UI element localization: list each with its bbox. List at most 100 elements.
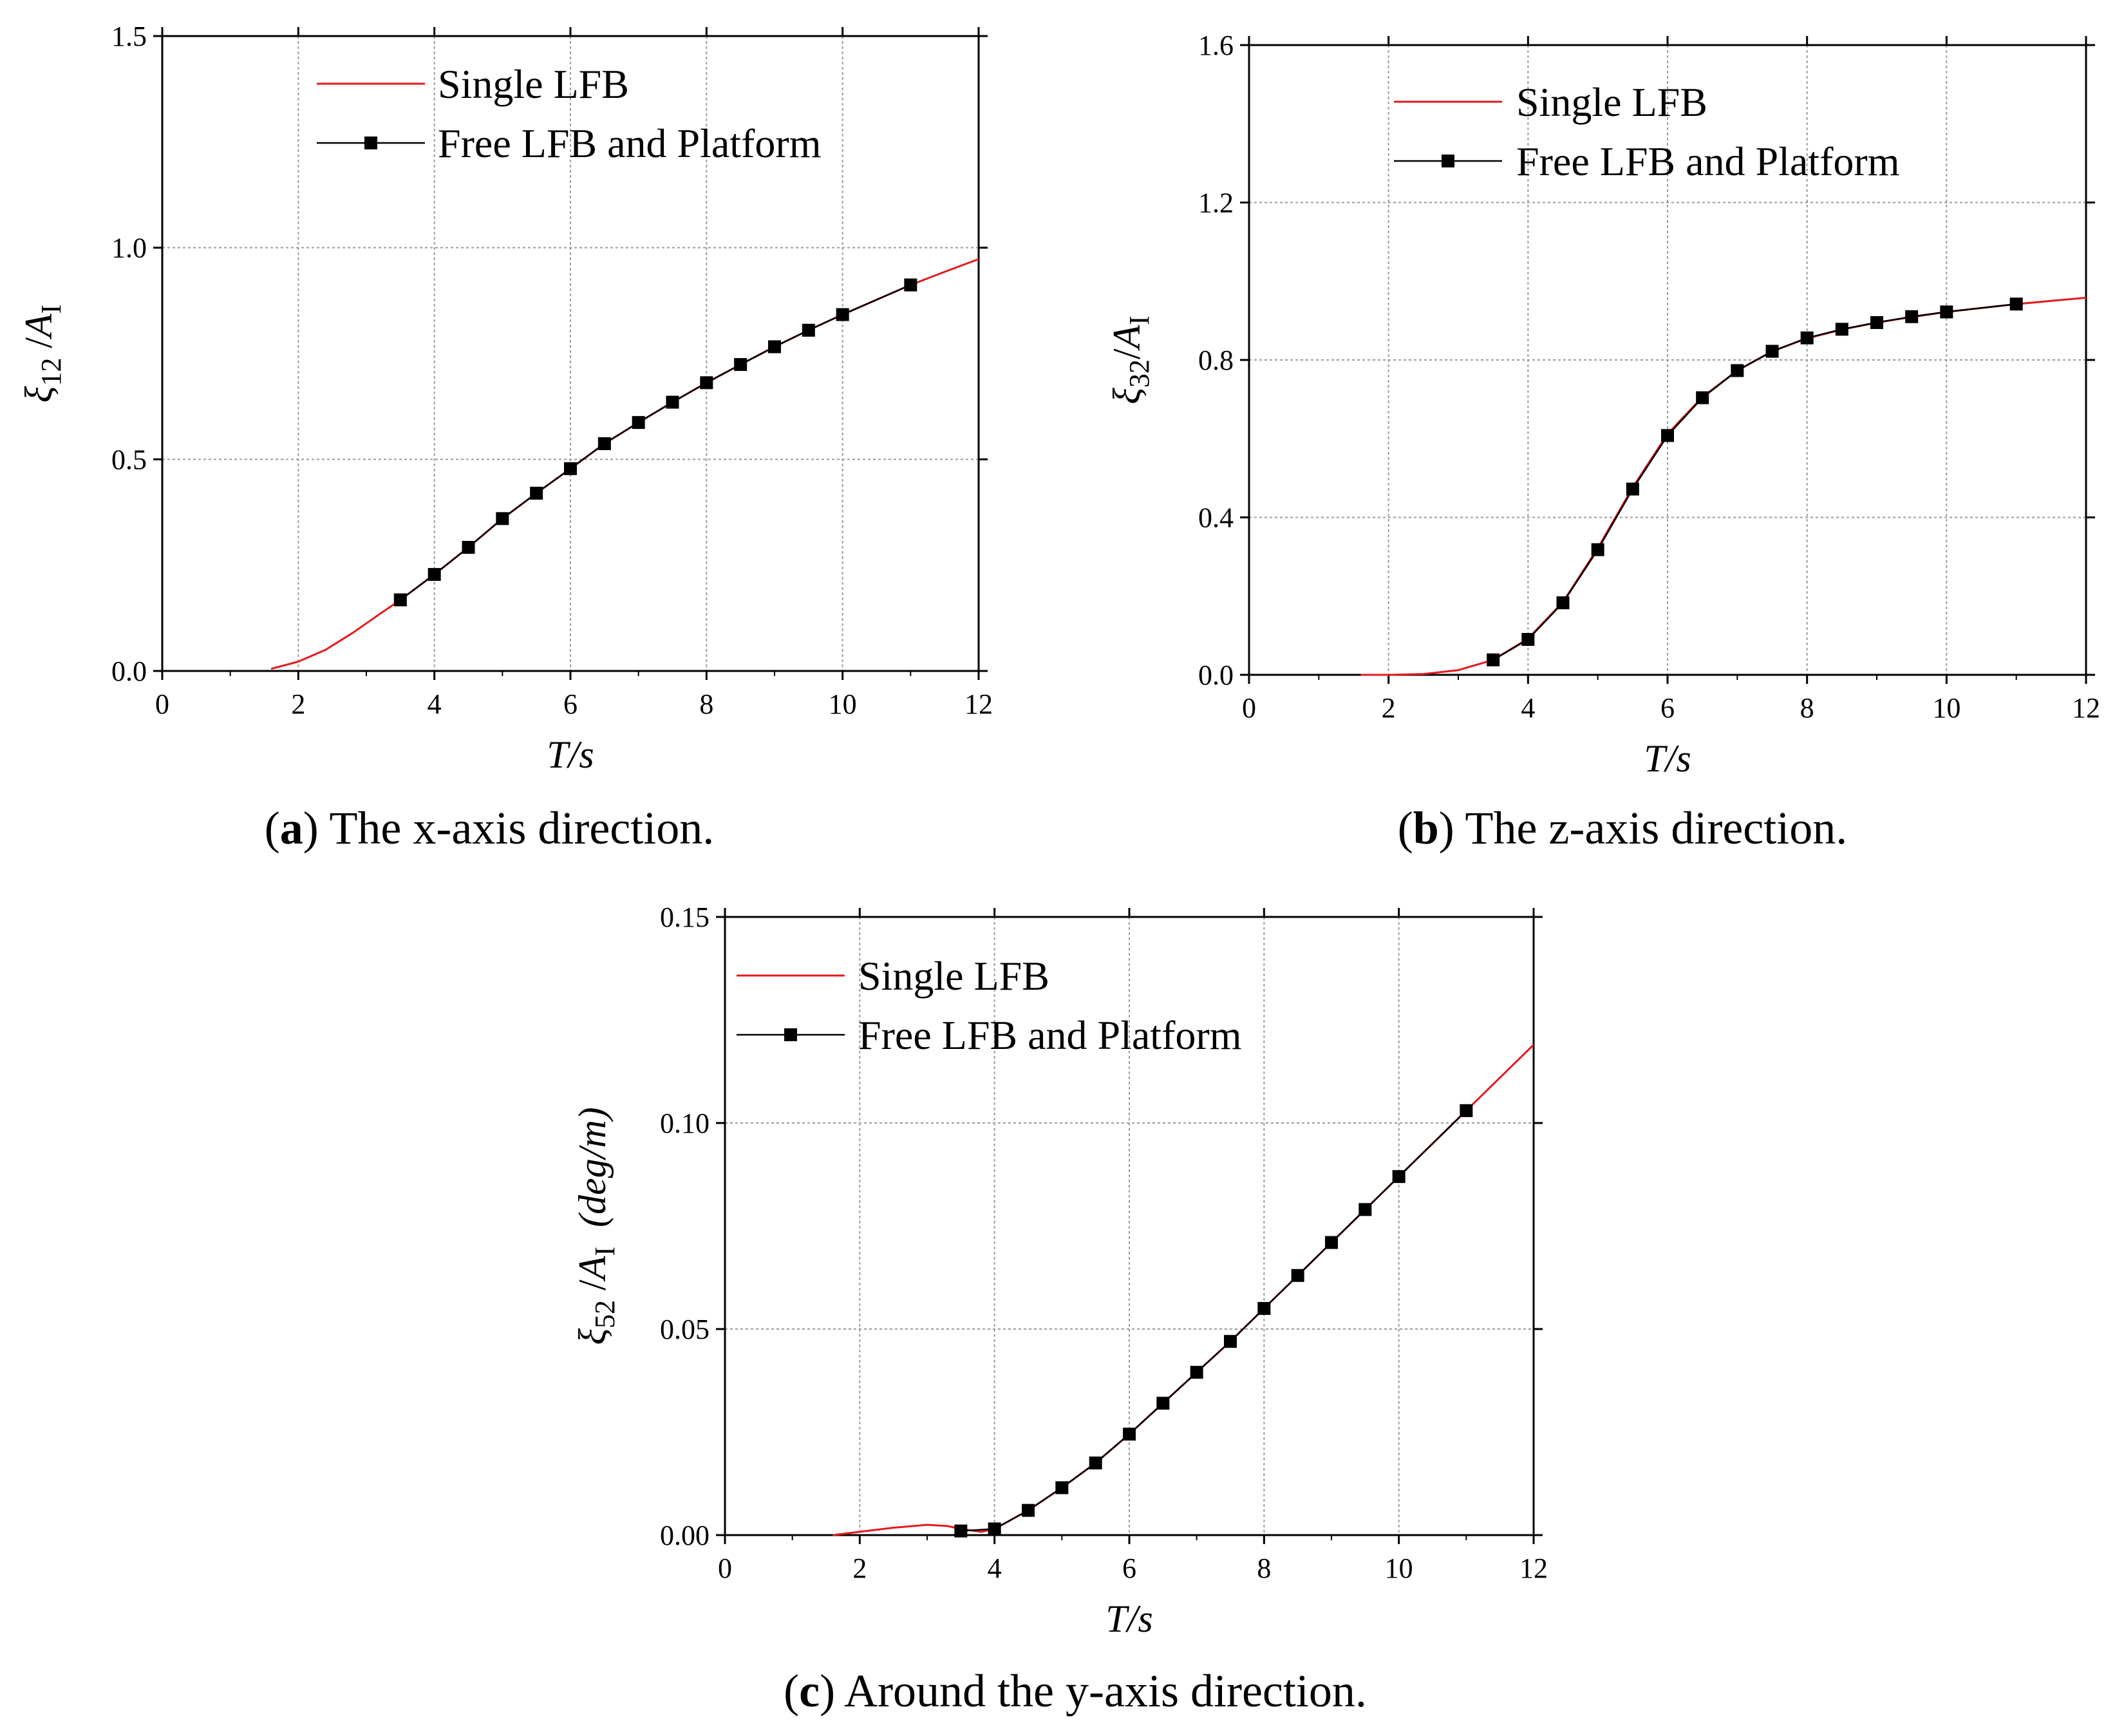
y-title-symbol: ξ — [17, 386, 60, 402]
x-tick-label: 8 — [1257, 1552, 1271, 1584]
data-point — [564, 462, 577, 475]
data-point — [1190, 1366, 1203, 1379]
data-point — [1224, 1335, 1237, 1348]
x-tick-label: 10 — [1385, 1552, 1413, 1584]
data-point — [904, 278, 917, 292]
series-line-1 — [961, 1109, 1467, 1532]
x-tick-label: 2 — [1382, 692, 1396, 724]
y-title-separator: / — [17, 337, 60, 358]
caption-open-paren: ( — [1398, 802, 1413, 854]
data-point — [393, 593, 407, 607]
legend-label: Single LFB — [438, 61, 629, 107]
data-point — [1626, 482, 1639, 496]
legend-label: Single LFB — [1516, 79, 1707, 125]
x-tick-label: 8 — [1800, 692, 1814, 724]
y-tick-label: 0.05 — [660, 1314, 710, 1345]
data-point — [1460, 1104, 1473, 1117]
data-point — [988, 1522, 1001, 1536]
y-title-symbol: ξ — [1105, 388, 1148, 404]
x-tick-label: 12 — [964, 688, 993, 720]
caption-close-paren: ) — [303, 802, 330, 854]
y-title-subscript: 32 — [1124, 359, 1155, 388]
x-tick-label: 12 — [1519, 1552, 1548, 1584]
caption-text: Around the y-axis direction. — [844, 1665, 1367, 1717]
x-tick-label: 8 — [699, 688, 713, 720]
y-title-amp: A — [1105, 325, 1148, 351]
x-tick-label: 2 — [291, 688, 305, 720]
legend-label: Single LFB — [858, 953, 1049, 999]
series-line-0 — [832, 1044, 1535, 1536]
y-title-unit: (deg/m) — [571, 1107, 614, 1227]
x-tick-label: 6 — [563, 688, 578, 720]
x-tick-label: 4 — [988, 1552, 1002, 1584]
y-title-subscript: 12 — [35, 358, 67, 386]
y-tick-label: 0.15 — [660, 901, 710, 933]
data-point — [666, 395, 679, 409]
x-tick-label: 0 — [1242, 692, 1256, 724]
y-tick-label: 1.6 — [1198, 30, 1234, 61]
y-title-amp-subscript: I — [589, 1247, 621, 1256]
y-tick-label: 0.8 — [1198, 344, 1234, 376]
x-tick-label: 12 — [2072, 692, 2100, 724]
x-tick-label: 10 — [829, 688, 857, 720]
data-point — [1765, 344, 1779, 358]
x-axis-title: T/s — [1105, 1598, 1152, 1640]
data-point — [1123, 1428, 1136, 1441]
data-point — [1940, 305, 1953, 319]
x-tick-label: 4 — [428, 688, 442, 720]
data-point — [1022, 1504, 1035, 1517]
data-point — [802, 323, 815, 337]
legend: Single LFB Free LFB and Platform — [737, 953, 1241, 1058]
caption-close-paren: ) — [820, 1665, 844, 1717]
y-title-subscript: 52 — [589, 1300, 621, 1328]
y-tick-label: 1.2 — [1198, 187, 1234, 219]
caption-open-paren: ( — [265, 802, 280, 854]
y-tick-label: 0.5 — [111, 444, 147, 475]
y-title-amp-subscript: I — [35, 305, 67, 314]
data-point — [1731, 364, 1744, 377]
data-point — [1696, 391, 1709, 404]
y-title-amp-subscript: I — [1124, 316, 1155, 325]
y-axis-title: ξ12 /AI — [17, 305, 67, 403]
caption-label: a — [280, 802, 303, 854]
data-point — [1661, 429, 1674, 442]
data-point — [734, 358, 747, 372]
data-point — [836, 308, 849, 321]
series-line-1 — [1492, 303, 2017, 661]
data-point — [1089, 1457, 1102, 1469]
y-axis-title: ξ52 /AI (deg/m) — [571, 1107, 621, 1344]
legend-label: Free LFB and Platform — [438, 120, 821, 166]
x-tick-label: 4 — [1521, 692, 1535, 724]
x-tick-label: 2 — [852, 1552, 867, 1584]
y-title-separator: / — [1105, 348, 1148, 359]
data-point — [1905, 310, 1919, 323]
data-point — [1591, 543, 1604, 556]
data-point — [1521, 632, 1535, 646]
legend-label: Free LFB and Platform — [1516, 138, 1899, 184]
data-point — [496, 512, 509, 525]
y-tick-label: 0.4 — [1198, 502, 1234, 534]
data-point — [1055, 1481, 1069, 1495]
caption-text: The z-axis direction. — [1465, 802, 1847, 854]
data-point — [700, 376, 713, 390]
x-tick-label: 0 — [155, 688, 169, 720]
data-point — [2009, 297, 2023, 311]
y-title-separator: / — [571, 1279, 614, 1300]
x-axis-title: T/s — [1644, 737, 1691, 780]
y-tick-label: 0.0 — [1198, 659, 1234, 691]
caption-label: b — [1413, 802, 1439, 854]
legend-label: Free LFB and Platform — [858, 1012, 1241, 1058]
data-point — [954, 1524, 968, 1538]
caption-label: c — [799, 1665, 820, 1717]
caption: (b) The z-axis direction. — [1398, 802, 1847, 854]
series-line-1 — [400, 284, 911, 601]
y-title-amp: A — [571, 1256, 614, 1282]
data-point — [428, 568, 441, 581]
data-point — [462, 541, 475, 554]
caption-text: The x-axis direction. — [329, 802, 714, 854]
y-tick-label: 1.5 — [111, 21, 147, 52]
caption: (c) Around the y-axis direction. — [784, 1665, 1367, 1717]
chart-c: 0 2 4 6 8 10 12 0.00 0.05 0.10 0.15 T/s ξ52 /AI (deg/… — [571, 901, 1548, 1717]
